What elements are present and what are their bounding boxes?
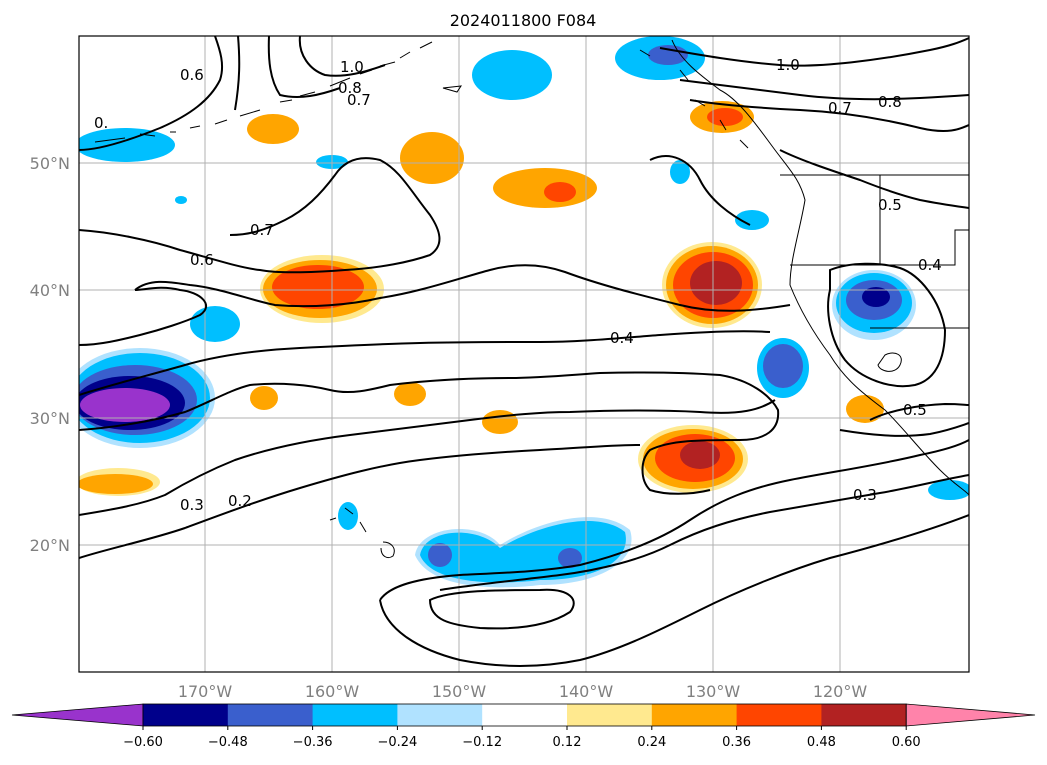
contour-labels: 0.6 1.0 0.8 0.7 0. 1.0 0.7 0.8 0.7 0.6 0… — [94, 56, 942, 514]
longitude-labels: 170°W 160°W 150°W 140°W 130°W 120°W — [178, 682, 868, 701]
lon-label-140w: 140°W — [559, 682, 614, 701]
shade-blob — [247, 114, 299, 144]
contour-label: 0.4 — [918, 256, 942, 274]
shade-blob — [763, 344, 803, 388]
colorbar-tick-label: 0.24 — [637, 735, 666, 750]
shade-blob — [558, 548, 582, 568]
lon-label-150w: 150°W — [432, 682, 487, 701]
shade-blob — [928, 480, 969, 500]
colorbar-extend-low — [11, 703, 144, 727]
contour-label: 0.7 — [250, 221, 274, 239]
colorbar-tick-label: −0.12 — [462, 735, 502, 750]
contours — [79, 36, 969, 667]
colorbar-tick-label: −0.48 — [208, 735, 248, 750]
colorbar-tick-label: −0.24 — [377, 735, 417, 750]
contour-label: 0.7 — [347, 91, 371, 109]
contour-label: 0.6 — [180, 66, 204, 84]
shade-blob — [79, 128, 175, 162]
map-frame — [78, 35, 970, 673]
colorbar-tick-label: −0.60 — [123, 735, 163, 750]
shade-blob — [482, 410, 518, 434]
shade-blob — [272, 265, 364, 309]
shade-blob — [648, 45, 688, 65]
colorbar: −0.60 −0.48 −0.36 −0.24 −0.12 0.12 0.24 0.36 0.4… — [11, 703, 1036, 750]
shade-blob — [175, 196, 187, 204]
lat-label-30n: 30°N — [30, 409, 70, 428]
contour-label: 0.8 — [878, 93, 902, 111]
colorbar-segment — [736, 704, 822, 726]
lat-label-50n: 50°N — [30, 154, 70, 173]
contour-label: 0.2 — [228, 492, 252, 510]
shade-blob — [190, 306, 240, 342]
contour-label: 0.7 — [828, 99, 852, 117]
shade-blob — [250, 386, 278, 410]
shade-blob — [472, 50, 552, 100]
gridlines — [79, 36, 969, 672]
colorbar-frame — [142, 703, 907, 727]
map-area: 0.6 1.0 0.8 0.7 0. 1.0 0.7 0.8 0.7 0.6 0… — [79, 36, 969, 672]
contour-label: 0. — [94, 114, 108, 132]
coastlines — [94, 39, 969, 559]
contour-label: 0.4 — [610, 329, 634, 347]
colorbar-tick-label: 0.60 — [892, 735, 921, 750]
latitude-labels: 50°N 40°N 30°N 20°N — [30, 154, 70, 555]
shade-blob — [80, 388, 170, 422]
shade-blob — [79, 474, 153, 494]
contour-label: 1.0 — [776, 56, 800, 74]
contour-label: 0.5 — [903, 401, 927, 419]
contour-label: 0.3 — [180, 496, 204, 514]
colorbar-segment — [821, 704, 907, 726]
colorbar-segment — [227, 704, 314, 726]
lon-label-130w: 130°W — [686, 682, 741, 701]
shade-blob — [394, 382, 426, 406]
colorbar-tick-label: −0.36 — [293, 735, 333, 750]
shade-blob — [707, 108, 743, 126]
colorbar-segment — [312, 704, 398, 726]
colorbar-tick-label: 0.36 — [722, 735, 751, 750]
shade-blob — [670, 160, 690, 184]
shade-blob — [400, 132, 464, 184]
colorbar-tick-label: 0.48 — [807, 735, 836, 750]
colorbar-segment — [397, 704, 483, 726]
contour-label: 0.5 — [878, 196, 902, 214]
lon-label-170w: 170°W — [178, 682, 233, 701]
contour-label: 0.8 — [338, 79, 362, 97]
shade-blob — [544, 182, 576, 202]
contour-label: 0.6 — [190, 251, 214, 269]
colorbar-segment — [651, 704, 738, 726]
shade-blob — [690, 261, 742, 305]
colorbar-segment — [567, 704, 653, 726]
contour-label: 0.3 — [853, 486, 877, 504]
shade-blob — [493, 168, 597, 208]
colorbar-extend-high — [905, 703, 1036, 727]
lat-label-20n: 20°N — [30, 536, 70, 555]
shade-blob — [862, 287, 890, 307]
shade-blob — [735, 210, 769, 230]
lon-label-160w: 160°W — [305, 682, 360, 701]
contour-label: 1.0 — [340, 58, 364, 76]
shade-blob — [680, 441, 720, 469]
colorbar-tick-label: 0.12 — [553, 735, 582, 750]
shade-blob — [428, 543, 452, 567]
colorbar-segment — [482, 704, 568, 726]
lon-label-120w: 120°W — [813, 682, 868, 701]
colorbar-segment — [143, 704, 229, 726]
shade-blob — [338, 502, 358, 530]
map-title: 2024011800 F084 — [450, 11, 597, 30]
shade-blob — [846, 395, 884, 423]
lat-label-40n: 40°N — [30, 281, 70, 300]
